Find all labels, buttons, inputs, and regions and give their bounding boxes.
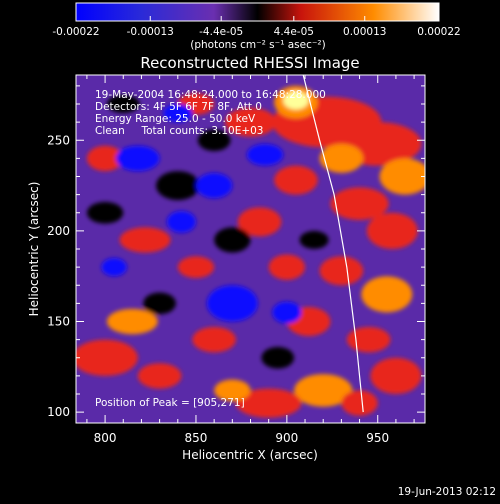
y-tick-label: 100 — [47, 405, 70, 419]
colorbar-tick-label: 0.00013 — [343, 26, 386, 38]
heatmap-blob — [206, 285, 258, 322]
heatmap-blob — [86, 201, 124, 224]
heatmap-blob — [214, 379, 251, 402]
x-tick-label: 950 — [366, 431, 389, 445]
heatmap-blob — [246, 143, 284, 166]
heatmap-blob — [274, 165, 318, 195]
heatmap-blob — [106, 308, 158, 335]
heatmap-blob — [214, 227, 251, 253]
heatmap-blob — [370, 357, 422, 394]
heatmap-blob — [283, 91, 309, 110]
heatmap-blob — [177, 256, 215, 278]
heatmap-blob — [346, 326, 391, 353]
heatmap-blob — [155, 171, 200, 201]
heatmap-blob — [299, 230, 329, 249]
colorbar-tick-label: 4.4e-05 — [274, 26, 314, 38]
heatmap-blob — [319, 143, 364, 173]
heatmap-blob — [237, 207, 282, 237]
heatmap-blob — [341, 390, 378, 416]
colorbar-tick-label: -0.00022 — [52, 26, 99, 38]
heatmap-blob — [195, 172, 233, 199]
y-tick-label: 200 — [47, 224, 70, 238]
peak-position-label: Position of Peak = [905,271] — [95, 397, 245, 409]
heatmap-blob — [137, 363, 182, 389]
heatmap-blob — [330, 187, 389, 220]
chart-title: Reconstructed RHESSI Image — [140, 54, 359, 72]
heatmap-blob — [379, 158, 425, 195]
heatmap-blob — [272, 301, 302, 324]
x-tick-label: 900 — [275, 431, 298, 445]
heatmap-blob — [119, 227, 171, 253]
heatmap-blob — [319, 256, 364, 286]
colorbar-tick-label: 0.00022 — [417, 26, 460, 38]
heatmap-blob — [261, 346, 295, 369]
solar-limb-curve — [302, 75, 364, 413]
heatmap-blob — [366, 212, 418, 249]
annotation-detectors: Detectors: 4F 5F 6F 7F 8F, Att 0 — [95, 101, 262, 113]
colorbar — [75, 2, 440, 22]
plot-axes: 800 850 900 950 100 150 200 250 — [47, 75, 425, 445]
heatmap-blob — [106, 94, 140, 114]
heatmap-blob — [192, 326, 236, 353]
heatmap-blob — [101, 258, 127, 277]
colorbar-tick-label: -0.00013 — [127, 26, 174, 38]
colorbar-tick-label: -4.4e-05 — [199, 26, 243, 38]
heatmap-blob — [76, 339, 138, 376]
annotation-clean-counts: Clean Total counts: 3.10E+03 — [95, 125, 264, 137]
heatmap-blob — [86, 145, 124, 172]
y-tick-label: 150 — [47, 315, 70, 329]
y-axis-label: Heliocentric Y (arcsec) — [27, 182, 41, 317]
heatmap-blob — [197, 129, 231, 152]
heatmap-blob — [115, 145, 160, 172]
y-tick-label: 250 — [47, 133, 70, 147]
heatmap-blob — [294, 374, 353, 407]
colorbar-unit-label: (photons cm⁻² s⁻¹ asec⁻²) — [190, 39, 325, 51]
footer-timestamp: 19-Jun-2013 02:12 — [398, 486, 496, 498]
heatmap-blob — [166, 210, 196, 233]
heatmap-blob — [143, 292, 176, 315]
colorbar-ticks: -0.00022 -0.00013 -4.4e-05 4.4e-05 0.00013 0.… — [52, 16, 461, 38]
heatmap-blob — [163, 104, 193, 123]
heatmap-blob — [361, 276, 413, 313]
annotation-time-range: 19-May-2004 16:48:24.000 to 16:48:28.000 — [95, 89, 326, 101]
x-tick-label: 850 — [185, 431, 208, 445]
x-axis-label: Heliocentric X (arcsec) — [182, 448, 318, 462]
heatmap-image — [76, 75, 425, 423]
x-tick-label: 800 — [94, 431, 117, 445]
heatmap-blob — [225, 107, 276, 137]
heatmap-blob — [268, 254, 306, 280]
annotation-energy-range: Energy Range: 25.0 - 50.0 keV — [95, 113, 256, 125]
heatmap-blob — [235, 388, 302, 418]
